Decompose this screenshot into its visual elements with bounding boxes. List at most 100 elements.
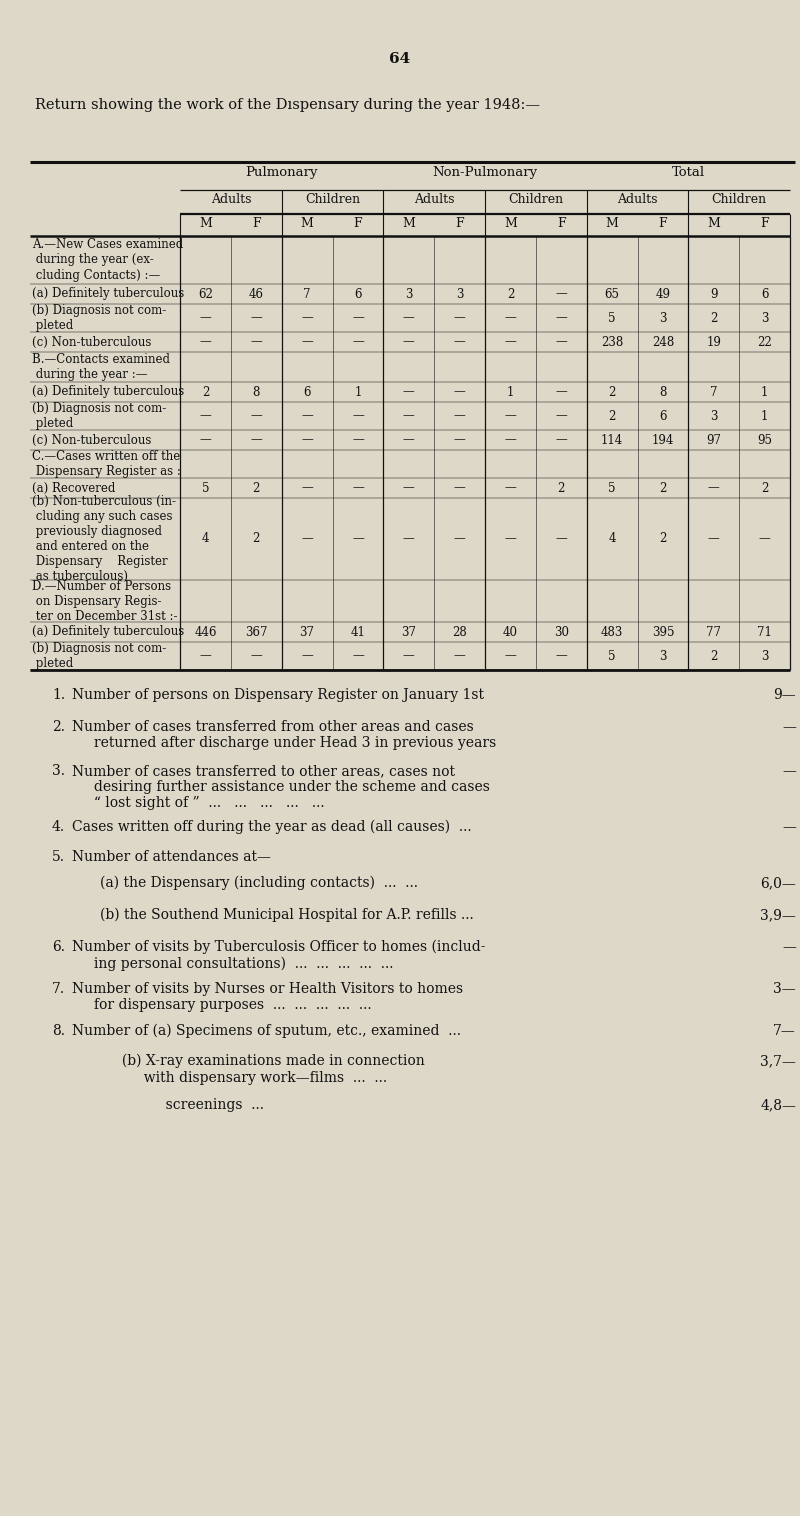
Text: —: — [199, 434, 211, 447]
Text: 1: 1 [506, 385, 514, 399]
Text: 6: 6 [761, 288, 768, 300]
Text: —: — [708, 482, 720, 494]
Text: —: — [403, 409, 414, 423]
Text: 2: 2 [253, 532, 260, 546]
Text: F: F [455, 217, 464, 230]
Text: —: — [250, 335, 262, 349]
Text: F: F [760, 217, 769, 230]
Text: 3: 3 [659, 649, 666, 662]
Text: —: — [782, 720, 796, 734]
Text: 7—: 7— [774, 1023, 796, 1038]
Text: 37: 37 [299, 626, 314, 638]
Text: 22: 22 [758, 335, 772, 349]
Text: —: — [454, 385, 466, 399]
Text: 40: 40 [503, 626, 518, 638]
Text: M: M [606, 217, 618, 230]
Text: 446: 446 [194, 626, 217, 638]
Text: Number of visits by Nurses or Health Visitors to homes
     for dispensary purpo: Number of visits by Nurses or Health Vis… [72, 982, 463, 1013]
Text: 6.: 6. [52, 940, 65, 954]
Text: (b) Diagnosis not com-
 pleted: (b) Diagnosis not com- pleted [32, 402, 166, 431]
Text: —: — [555, 649, 567, 662]
Text: —: — [302, 311, 313, 324]
Text: —: — [454, 311, 466, 324]
Text: 2: 2 [761, 482, 768, 494]
Text: Adults: Adults [414, 193, 454, 206]
Text: Children: Children [305, 193, 360, 206]
Text: 71: 71 [757, 626, 772, 638]
Text: Children: Children [508, 193, 563, 206]
Text: 62: 62 [198, 288, 213, 300]
Text: 1: 1 [761, 385, 768, 399]
Text: 2: 2 [202, 385, 209, 399]
Text: 3,7—: 3,7— [760, 1054, 796, 1067]
Text: Children: Children [712, 193, 766, 206]
Text: —: — [302, 434, 313, 447]
Text: 2: 2 [608, 409, 616, 423]
Text: (b) Non-tuberculous (in-
 cluding any such cases
 previously diagnosed
 and ente: (b) Non-tuberculous (in- cluding any suc… [32, 496, 176, 584]
Text: 28: 28 [452, 626, 467, 638]
Text: 6: 6 [303, 385, 311, 399]
Text: —: — [302, 649, 313, 662]
Text: —: — [505, 335, 516, 349]
Text: 2.: 2. [52, 720, 65, 734]
Text: —: — [199, 409, 211, 423]
Text: —: — [352, 409, 364, 423]
Text: 367: 367 [245, 626, 267, 638]
Text: F: F [658, 217, 667, 230]
Text: 77: 77 [706, 626, 722, 638]
Text: 3: 3 [710, 409, 718, 423]
Text: 4: 4 [608, 532, 616, 546]
Text: 2: 2 [608, 385, 616, 399]
Text: C.—Cases written off the
 Dispensary Register as :: C.—Cases written off the Dispensary Regi… [32, 450, 181, 478]
Text: 4,8—: 4,8— [760, 1098, 796, 1113]
Text: M: M [199, 217, 212, 230]
Text: 6: 6 [354, 288, 362, 300]
Text: 5: 5 [202, 482, 209, 494]
Text: —: — [555, 385, 567, 399]
Text: (a) Definitely tuberculous: (a) Definitely tuberculous [32, 626, 184, 638]
Text: 3: 3 [456, 288, 463, 300]
Text: 3: 3 [405, 288, 413, 300]
Text: —: — [302, 335, 313, 349]
Text: 483: 483 [601, 626, 623, 638]
Text: M: M [504, 217, 517, 230]
Text: 2: 2 [710, 311, 718, 324]
Text: —: — [505, 409, 516, 423]
Text: 37: 37 [402, 626, 416, 638]
Text: —: — [505, 434, 516, 447]
Text: 30: 30 [554, 626, 569, 638]
Text: Number of persons on Dispensary Register on January 1st: Number of persons on Dispensary Register… [72, 688, 484, 702]
Text: 5.: 5. [52, 850, 65, 864]
Text: 6,0—: 6,0— [760, 876, 796, 890]
Text: 8: 8 [659, 385, 666, 399]
Text: —: — [505, 649, 516, 662]
Text: M: M [301, 217, 314, 230]
Text: —: — [302, 482, 313, 494]
Text: F: F [557, 217, 566, 230]
Text: A.—New Cases examined
 during the year (ex-
 cluding Contacts) :—: A.—New Cases examined during the year (e… [32, 238, 183, 282]
Text: 9: 9 [710, 288, 718, 300]
Text: Adults: Adults [618, 193, 658, 206]
Text: Cases written off during the year as dead (all causes)  ...: Cases written off during the year as dea… [72, 820, 472, 834]
Text: —: — [352, 482, 364, 494]
Text: —: — [199, 335, 211, 349]
Text: 49: 49 [655, 288, 670, 300]
Text: —: — [250, 409, 262, 423]
Text: —: — [782, 820, 796, 834]
Text: Adults: Adults [210, 193, 251, 206]
Text: 64: 64 [390, 52, 410, 67]
Text: Pulmonary: Pulmonary [246, 165, 318, 179]
Text: 46: 46 [249, 288, 264, 300]
Text: 8: 8 [253, 385, 260, 399]
Text: 5: 5 [608, 482, 616, 494]
Text: F: F [354, 217, 362, 230]
Text: Number of cases transferred to other areas, cases not
     desiring further assi: Number of cases transferred to other are… [72, 764, 490, 811]
Text: 9—: 9— [774, 688, 796, 702]
Text: 97: 97 [706, 434, 722, 447]
Text: 4.: 4. [52, 820, 65, 834]
Text: (a) the Dispensary (including contacts)  ...  ...: (a) the Dispensary (including contacts) … [100, 876, 418, 890]
Text: Non-Pulmonary: Non-Pulmonary [433, 165, 538, 179]
Text: —: — [555, 409, 567, 423]
Text: (b) Diagnosis not com-
 pleted: (b) Diagnosis not com- pleted [32, 641, 166, 670]
Text: 2: 2 [659, 532, 666, 546]
